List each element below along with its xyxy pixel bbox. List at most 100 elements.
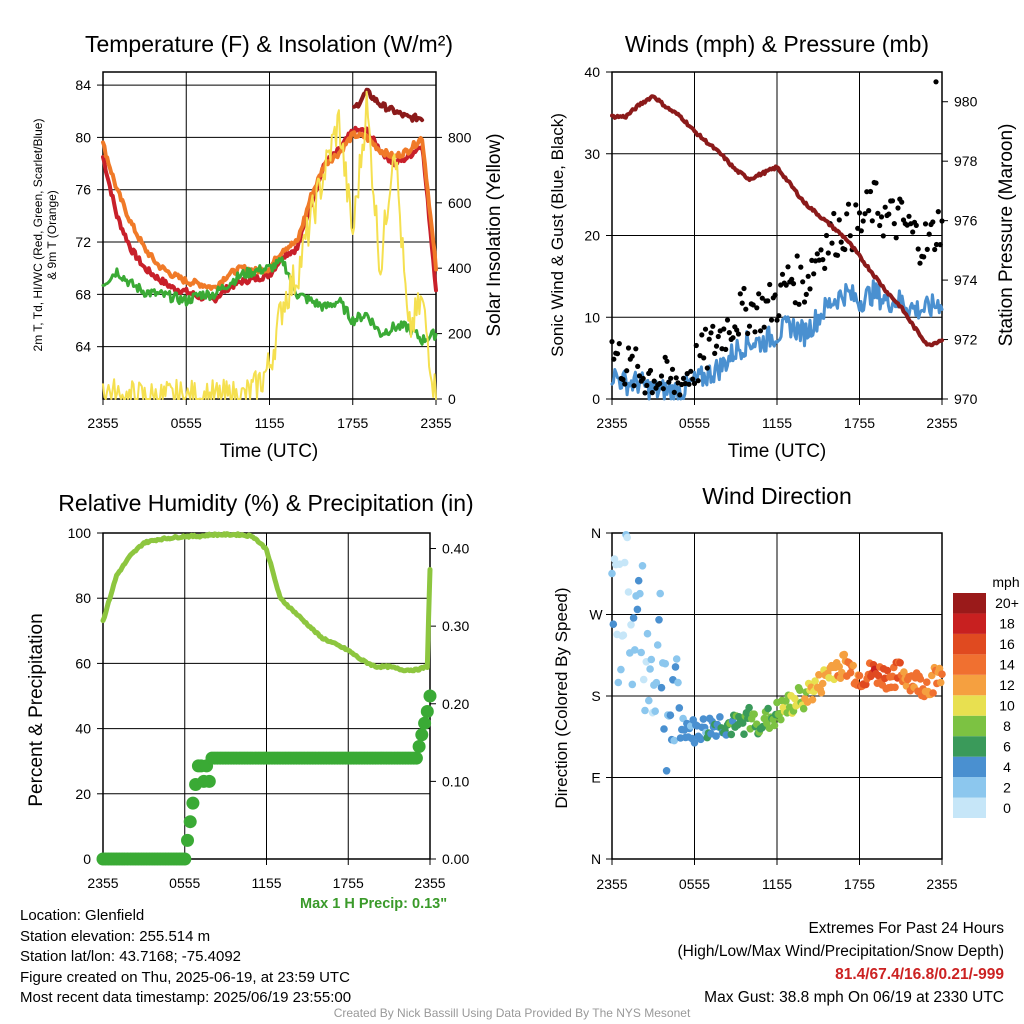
gust-point (743, 306, 749, 312)
gust-point (668, 375, 674, 381)
gust-point (880, 233, 886, 239)
gust-point (625, 345, 632, 351)
gust-point (680, 375, 687, 381)
gust-point (609, 339, 615, 345)
gust-point (635, 363, 641, 369)
dir-point (840, 650, 849, 659)
dir-point (929, 689, 937, 697)
rh-ytick-label-left: 20 (75, 786, 91, 802)
temp-xtick-label: 2355 (87, 415, 118, 431)
dir-point (637, 648, 645, 657)
station-info: Location: Glenfield Station elevation: 2… (20, 906, 351, 1009)
dir-point (620, 558, 629, 567)
gust-point (922, 221, 929, 227)
gust-point (811, 271, 817, 277)
wind-ytick-label-left: 10 (584, 309, 600, 325)
gust-point (801, 299, 808, 305)
temp-ytick-label-right: 800 (448, 129, 472, 145)
dir-ytick-label: N (591, 525, 601, 541)
gust-point (693, 342, 699, 349)
dir-ylabel-left: Direction (Colored By Speed) (552, 587, 571, 808)
wind-ytick-label-right: 972 (954, 332, 978, 348)
gust-point (933, 241, 940, 248)
gust-point (873, 180, 879, 186)
dir-point (815, 671, 823, 679)
precip-point (420, 705, 434, 718)
gust-point (913, 222, 919, 228)
rh-ytick-label-left: 80 (75, 590, 91, 606)
temp-ytick-label-left: 76 (75, 182, 91, 198)
gust-point (937, 242, 943, 248)
colorbar-swatch (953, 777, 986, 798)
gust-point (829, 240, 835, 246)
rh-ytick-label-right: 0.40 (442, 541, 469, 557)
wind-ytick-label-left: 40 (584, 64, 600, 80)
colorbar-label: 20+ (995, 595, 1019, 611)
max-gust-text: Max Gust: 38.8 mph On 06/19 at 2330 UTC (704, 989, 1004, 1006)
gust-point (704, 365, 710, 371)
colorbar-label: 18 (999, 616, 1015, 632)
precip-point (423, 689, 437, 703)
gust-point (875, 210, 881, 216)
dir-point (672, 655, 681, 663)
gust-point (818, 247, 824, 253)
gust-point (622, 381, 628, 387)
precip-point (409, 751, 423, 765)
gust-point (866, 208, 872, 214)
gust-point (926, 231, 932, 237)
temp-ytick-label-left: 68 (75, 286, 91, 302)
gust-point (823, 232, 830, 239)
dir-point (835, 662, 843, 671)
rh-ytick-label-right: 0.00 (442, 851, 469, 867)
dir-point (645, 696, 653, 705)
gust-point (814, 251, 820, 257)
dir-ytick-label: N (591, 851, 601, 867)
colorbar-swatch (953, 695, 986, 716)
gust-point (647, 367, 654, 374)
gust-point (831, 210, 837, 217)
gust-point (783, 282, 789, 288)
temp-ytick-label-right: 400 (448, 260, 472, 276)
gust-point (858, 228, 864, 234)
colorbar-swatch (953, 613, 986, 634)
gust-point (917, 260, 923, 266)
dir-point (896, 659, 904, 667)
dir-point (891, 683, 899, 692)
wind-ylabel-right: Station Pressure (Maroon) (996, 124, 1017, 347)
dir-point (631, 646, 639, 654)
gust-point (893, 235, 899, 241)
gust-point (669, 366, 676, 372)
dir-point (712, 732, 720, 740)
gust-point (644, 382, 650, 388)
temp-ytick-label-right: 600 (448, 195, 472, 211)
colorbar-label: 6 (1003, 738, 1011, 754)
dir-point (674, 678, 682, 687)
dir-point (671, 663, 680, 671)
rh-ytick-label-right: 0.30 (442, 618, 469, 634)
gust-point (798, 264, 804, 270)
dir-point (623, 533, 631, 542)
wind-xtick-label: 0555 (679, 415, 710, 431)
pressure-line (610, 94, 944, 348)
gust-point (776, 313, 782, 319)
max-precip-label: Max 1 H Precip: 0.13" (300, 896, 448, 912)
wind-ytick-label-left: 0 (592, 391, 600, 407)
gust-point (845, 201, 852, 207)
gust-point (906, 213, 912, 219)
gust-point (686, 381, 692, 387)
colorbar-label: 10 (999, 698, 1015, 714)
gust-point (790, 281, 797, 287)
dir-point (655, 616, 663, 624)
gust-point (657, 380, 663, 387)
gust-point (734, 327, 740, 333)
gust-point (631, 383, 637, 389)
dir-point (619, 631, 628, 639)
gust-point (752, 329, 758, 335)
gust-point (761, 324, 767, 330)
dir-point (938, 670, 946, 678)
gust-point (935, 209, 941, 215)
gust-point (765, 298, 771, 304)
temp-ytick-label-right: 200 (448, 326, 472, 342)
temp-title: Temperature (F) & Insolation (W/m²) (85, 31, 453, 57)
dir-point (874, 671, 883, 680)
